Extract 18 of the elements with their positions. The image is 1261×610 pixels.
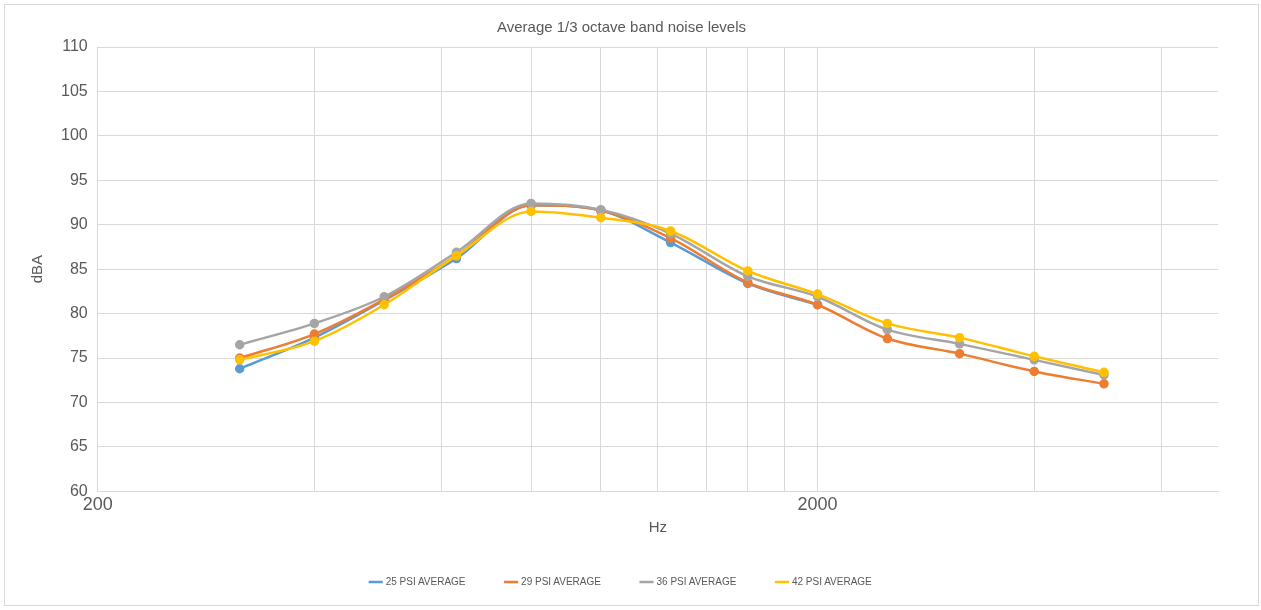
x-axis-title: Hz: [648, 518, 668, 536]
y-tick-label: 65: [69, 437, 88, 455]
y-tick-label: 90: [69, 215, 88, 233]
y-tick-label: 100: [60, 126, 88, 144]
y-tick-label: 110: [62, 37, 88, 55]
legend-label: 29 PSI AVERAGE: [521, 575, 602, 587]
y-tick-label: 105: [60, 81, 88, 99]
y-tick-label: 95: [69, 170, 88, 188]
legend-label: 25 PSI AVERAGE: [385, 575, 466, 587]
y-tick-label: 80: [69, 304, 88, 322]
chart-title: Average 1/3 octave band noise levels: [496, 18, 747, 36]
y-tick-label: 75: [69, 348, 88, 366]
y-tick-label: 70: [69, 392, 88, 410]
y-tick-label: 85: [69, 259, 88, 277]
y-axis-title: dBA: [28, 255, 46, 284]
legend-label: 42 PSI AVERAGE: [791, 575, 873, 587]
x-tick-label: 2000: [797, 494, 838, 515]
legend-label: 36 PSI AVERAGE: [656, 575, 737, 587]
